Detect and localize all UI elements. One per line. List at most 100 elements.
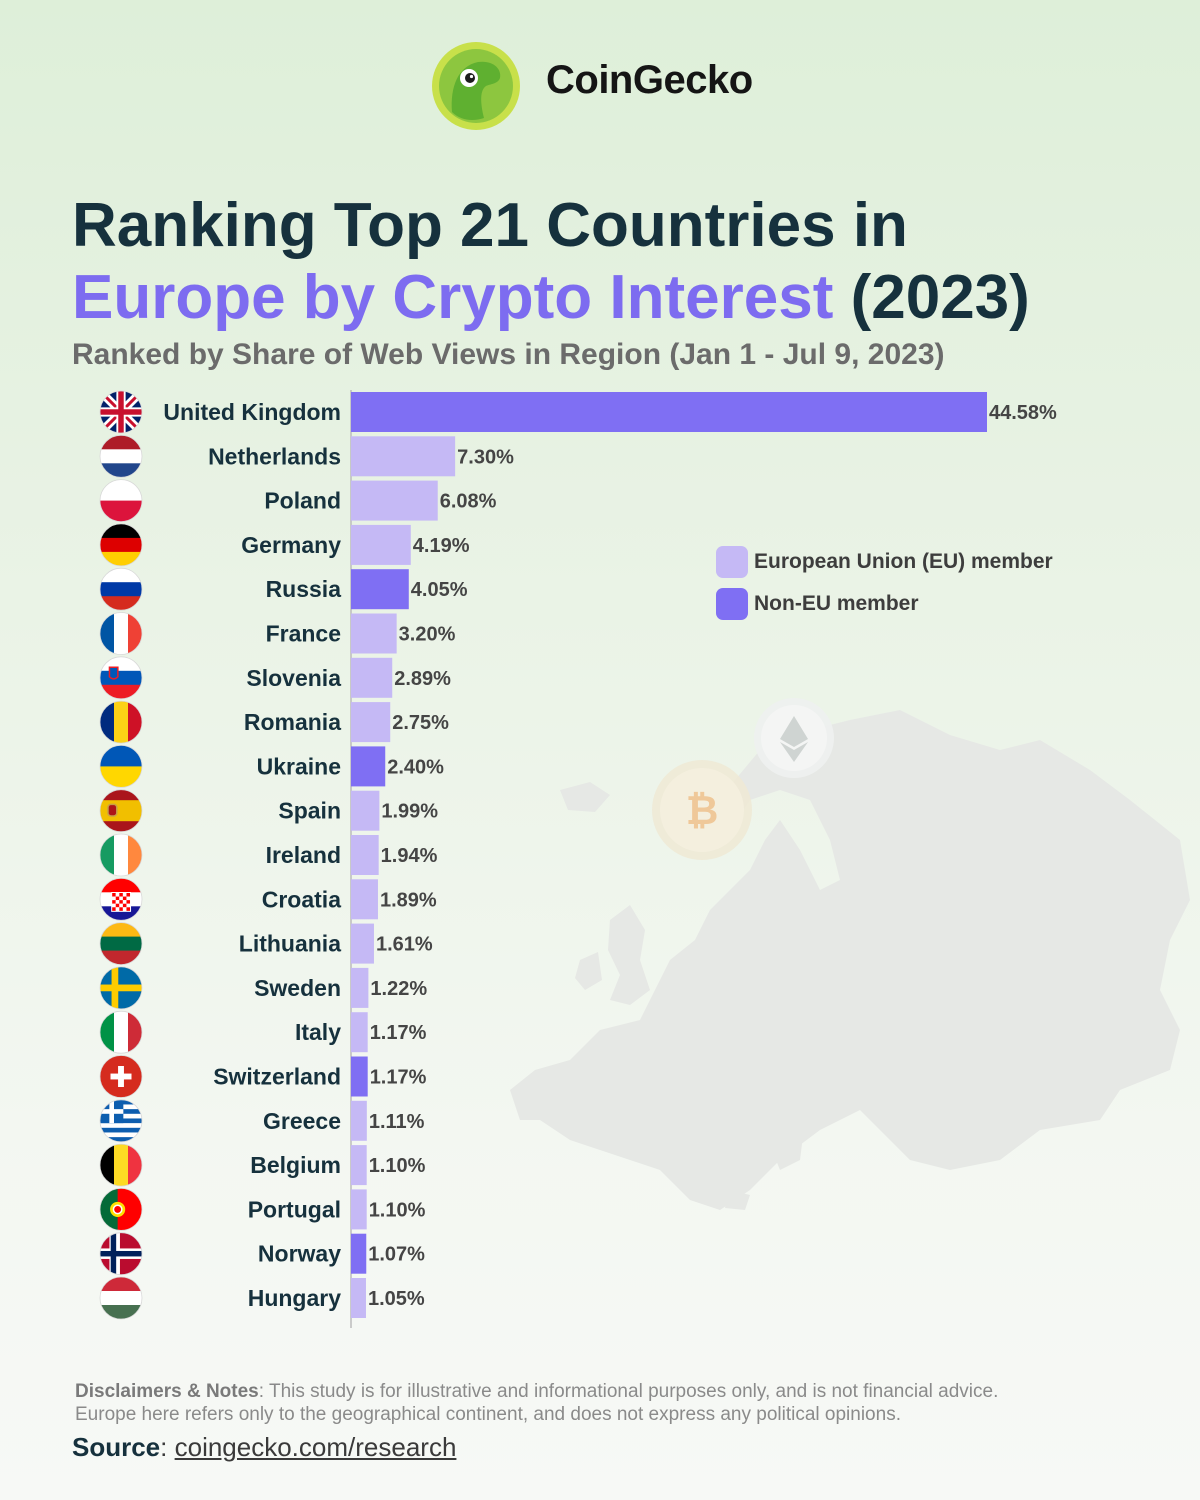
- brand-name: CoinGecko: [546, 58, 753, 102]
- bar-italy: [351, 1012, 368, 1053]
- bar-romania: [351, 702, 391, 743]
- bar-chart: United Kingdom 44.58% Netherlands 7.30% Po…: [99, 390, 1057, 1328]
- value-label-spain: 1.99%: [381, 801, 438, 823]
- category-label-ukraine: Ukraine: [257, 753, 341, 779]
- bar-poland: [351, 480, 438, 521]
- chart-subtitle: Ranked by Share of Web Views in Region (…: [72, 338, 945, 371]
- chart-title-accent: Europe by Crypto Interest: [72, 263, 834, 332]
- value-label-ireland: 1.94%: [381, 845, 438, 867]
- flag-romania-icon: [99, 700, 143, 744]
- category-label-france: France: [266, 621, 341, 647]
- bar-spain: [351, 790, 380, 831]
- bar-sweden: [351, 967, 369, 1008]
- svg-text:₿: ₿: [686, 789, 719, 833]
- value-label-sweden: 1.22%: [370, 978, 427, 1000]
- bar-netherlands: [351, 436, 456, 477]
- legend-item-eu: European Union (EU) member: [716, 546, 1053, 578]
- category-label-slovenia: Slovenia: [246, 665, 341, 691]
- bar-ireland: [351, 835, 379, 875]
- flag-croatia-icon: [99, 877, 143, 921]
- source-line: Source: coingecko.com/research: [72, 1432, 456, 1463]
- source-separator: :: [160, 1432, 175, 1462]
- flag-netherlands-icon: [99, 434, 143, 478]
- flag-france-icon: [99, 612, 143, 655]
- value-label-greece: 1.11%: [369, 1111, 425, 1133]
- bar-germany: [351, 524, 411, 565]
- bitcoin-coin-icon: ₿: [652, 760, 752, 860]
- notes-label: Disclaimers & Notes: [75, 1381, 259, 1402]
- flag-spain-icon: [99, 789, 143, 833]
- legend-item-non-eu: Non-EU member: [716, 588, 919, 620]
- category-label-lithuania: Lithuania: [239, 931, 341, 957]
- flag-lithuania-icon: [99, 922, 143, 965]
- legend-swatch-eu: [716, 546, 748, 578]
- value-label-ukraine: 2.40%: [387, 756, 444, 778]
- flag-germany-icon: [99, 523, 143, 567]
- bar-croatia: [351, 879, 378, 920]
- value-label-lithuania: 1.61%: [376, 934, 433, 956]
- value-label-italy: 1.17%: [370, 1022, 427, 1044]
- category-label-italy: Italy: [295, 1019, 341, 1045]
- value-label-belgium: 1.10%: [369, 1155, 426, 1177]
- legend-label-eu: European Union (EU) member: [754, 550, 1053, 573]
- flag-norway-icon: [99, 1232, 143, 1276]
- category-label-united-kingdom: United Kingdom: [163, 399, 341, 425]
- notes-line2: Europe here refers only to the geographi…: [75, 1404, 901, 1425]
- legend-label-non-eu: Non-EU member: [754, 592, 919, 615]
- category-label-germany: Germany: [241, 532, 341, 558]
- value-label-croatia: 1.89%: [380, 889, 437, 911]
- bar-switzerland: [351, 1056, 368, 1097]
- flag-ireland-icon: [99, 833, 143, 877]
- chart-title-line2: Europe by Crypto Interest (2023): [72, 262, 1030, 333]
- bar-belgium: [351, 1145, 367, 1186]
- bar-norway: [351, 1233, 367, 1274]
- value-label-romania: 2.75%: [392, 712, 449, 734]
- flag-united-kingdom-icon: [99, 390, 143, 434]
- value-label-poland: 6.08%: [440, 491, 497, 513]
- value-label-hungary: 1.05%: [368, 1288, 425, 1310]
- category-label-poland: Poland: [264, 488, 341, 514]
- flag-greece-icon: [99, 1099, 143, 1143]
- category-label-portugal: Portugal: [248, 1196, 341, 1222]
- source-link[interactable]: coingecko.com/research: [174, 1432, 457, 1462]
- value-label-norway: 1.07%: [368, 1244, 425, 1266]
- flag-russia-icon: [99, 567, 143, 611]
- source-label: Source: [72, 1432, 161, 1462]
- flag-ukraine-icon: [99, 745, 143, 788]
- bar-ukraine: [351, 746, 386, 787]
- value-label-slovenia: 2.89%: [394, 668, 451, 690]
- flag-portugal-icon: [99, 1188, 143, 1231]
- flag-switzerland-icon: [99, 1055, 143, 1098]
- bar-portugal: [351, 1189, 367, 1230]
- flag-slovenia-icon: [99, 656, 143, 700]
- bar-lithuania: [351, 923, 374, 964]
- category-label-netherlands: Netherlands: [208, 443, 341, 469]
- category-label-ireland: Ireland: [266, 842, 341, 868]
- bar-hungary: [351, 1278, 366, 1318]
- category-label-romania: Romania: [244, 709, 341, 735]
- ethereum-coin-icon: [754, 698, 834, 778]
- value-label-portugal: 1.10%: [369, 1199, 426, 1221]
- value-label-switzerland: 1.17%: [370, 1067, 427, 1089]
- legend-swatch-non-eu: [716, 588, 748, 620]
- flag-poland-icon: [99, 479, 143, 523]
- category-label-hungary: Hungary: [248, 1285, 342, 1311]
- category-label-russia: Russia: [266, 576, 342, 602]
- notes-line1: : This study is for illustrative and inf…: [258, 1381, 999, 1402]
- bar-greece: [351, 1100, 367, 1141]
- category-label-norway: Norway: [258, 1241, 341, 1267]
- category-label-belgium: Belgium: [250, 1152, 341, 1178]
- category-label-sweden: Sweden: [254, 975, 341, 1001]
- flag-belgium-icon: [99, 1143, 143, 1187]
- europe-map-illustration: ₿: [510, 698, 1190, 1210]
- disclaimer-notes: Disclaimers & Notes: This study is for i…: [75, 1380, 998, 1426]
- chart-title-line1: Ranking Top 21 Countries in: [72, 191, 908, 260]
- value-label-united-kingdom: 44.58%: [989, 402, 1057, 424]
- flag-italy-icon: [99, 1010, 143, 1054]
- category-label-spain: Spain: [278, 798, 341, 824]
- flag-sweden-icon: [99, 966, 143, 1010]
- category-label-switzerland: Switzerland: [213, 1064, 341, 1090]
- flag-hungary-icon: [99, 1276, 143, 1320]
- value-label-france: 3.20%: [399, 624, 456, 646]
- category-label-croatia: Croatia: [262, 886, 341, 912]
